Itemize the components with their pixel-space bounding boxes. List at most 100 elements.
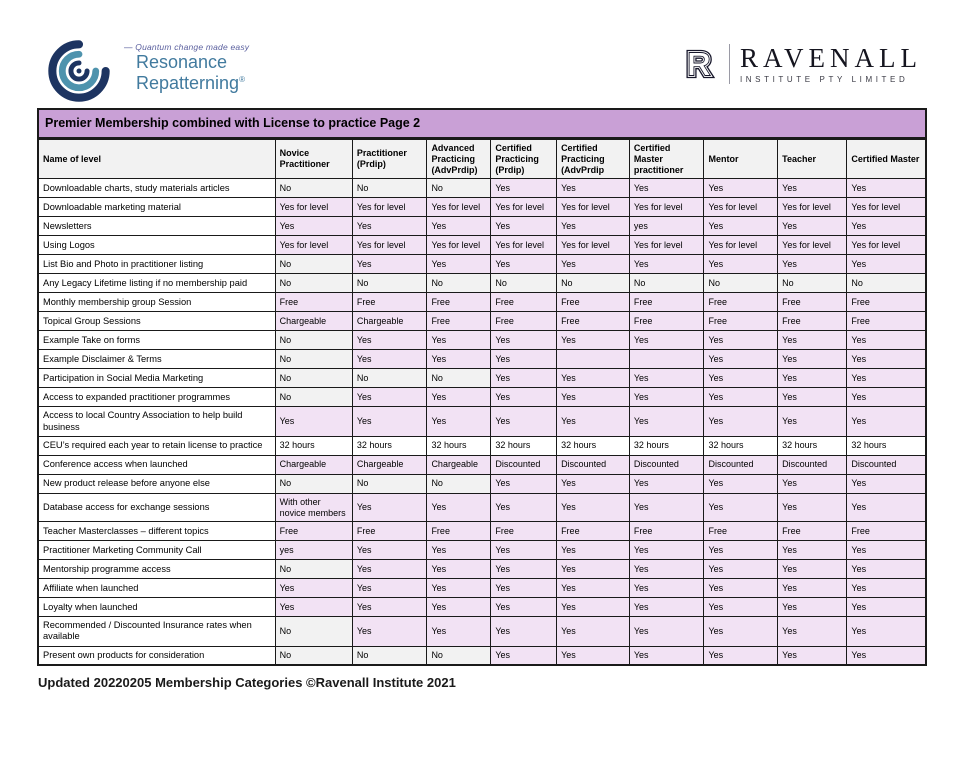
table-cell: Yes bbox=[846, 578, 927, 599]
table-cell: Yes bbox=[777, 387, 848, 408]
table-cell: No bbox=[274, 616, 353, 647]
table-cell: Yes bbox=[846, 616, 927, 647]
table-cell: Chargeable bbox=[274, 311, 353, 332]
logo-name-line1: Resonance bbox=[136, 52, 228, 72]
table-cell: Yes bbox=[703, 349, 779, 370]
table-cell: Yes bbox=[426, 540, 492, 561]
table-cell: Yes bbox=[777, 578, 848, 599]
table-cell: Yes bbox=[426, 406, 492, 437]
column-header: Certified Master practitioner bbox=[628, 138, 705, 180]
table-cell: Yes bbox=[628, 578, 705, 599]
table-cell: Yes bbox=[351, 492, 428, 523]
row-label: Topical Group Sessions bbox=[37, 311, 276, 332]
table-cell: Yes for level bbox=[426, 197, 492, 218]
table-cell: Yes bbox=[703, 559, 779, 580]
table-cell: Free bbox=[846, 311, 927, 332]
ravenall-name: RAVENALL bbox=[739, 42, 922, 73]
table-cell: Yes bbox=[777, 597, 848, 618]
table-cell: Yes bbox=[556, 473, 630, 494]
svg-text:R: R bbox=[687, 46, 711, 83]
table-cell: Yes bbox=[777, 473, 848, 494]
resonance-repatterning-logo: — Quantum change made easy Resonance Rep… bbox=[48, 40, 249, 102]
footer-note: Updated 20220205 Membership Categories ©… bbox=[38, 675, 456, 690]
table-row: CEU’s required each year to retain licen… bbox=[37, 435, 927, 456]
table-cell bbox=[628, 349, 705, 370]
table-cell: Yes bbox=[556, 387, 630, 408]
table-cell: 32 hours bbox=[846, 435, 927, 456]
membership-table: Name of level Novice Practitioner Practiti… bbox=[37, 138, 927, 667]
table-cell: Yes bbox=[490, 540, 558, 561]
row-label: Access to local Country Association to h… bbox=[37, 406, 276, 437]
table-cell: Yes bbox=[426, 387, 492, 408]
table-cell: Yes bbox=[703, 492, 779, 523]
table-row: Using Logos Yes for level Yes for level Yes… bbox=[37, 235, 927, 256]
table-title: Premier Membership combined with License… bbox=[37, 108, 927, 138]
table-cell: Free bbox=[703, 311, 779, 332]
table-row: Teacher Masterclasses – different topics… bbox=[37, 521, 927, 542]
table-cell: Yes bbox=[777, 616, 848, 647]
table-cell: Yes bbox=[556, 406, 630, 437]
table-cell: No bbox=[351, 273, 428, 294]
table-cell: Yes bbox=[703, 368, 779, 389]
row-label: Using Logos bbox=[37, 235, 276, 256]
table-row: New product release before anyone else No… bbox=[37, 473, 927, 494]
table-cell: Yes bbox=[628, 178, 705, 199]
spiral-icon bbox=[48, 40, 110, 102]
table-cell: Yes bbox=[846, 597, 927, 618]
table-cell: With other novice members bbox=[274, 492, 353, 523]
row-label: New product release before anyone else bbox=[37, 473, 276, 494]
table-cell: Yes bbox=[628, 473, 705, 494]
table-cell: No bbox=[490, 273, 558, 294]
table-cell: Yes for level bbox=[490, 235, 558, 256]
table-cell: No bbox=[274, 368, 353, 389]
table-cell: Yes bbox=[846, 473, 927, 494]
table-cell: Yes bbox=[351, 616, 428, 647]
table-cell: Yes bbox=[703, 216, 779, 237]
table-cell: Chargeable bbox=[274, 454, 353, 475]
table-cell: Yes bbox=[351, 540, 428, 561]
table-cell: Free bbox=[556, 311, 630, 332]
table-cell: Yes bbox=[490, 616, 558, 647]
table-cell: Yes bbox=[703, 406, 779, 437]
table-cell: 32 hours bbox=[556, 435, 630, 456]
table-cell: Yes for level bbox=[628, 235, 705, 256]
row-label: Downloadable marketing material bbox=[37, 197, 276, 218]
table-cell: Yes bbox=[556, 616, 630, 647]
table-cell: Free bbox=[703, 292, 779, 313]
table-cell: Yes bbox=[777, 254, 848, 275]
column-header: Certified Practicing (AdvPrdip bbox=[556, 138, 630, 180]
svg-text:R: R bbox=[687, 46, 711, 83]
table-cell: Yes bbox=[274, 406, 353, 437]
table-cell: Yes bbox=[777, 368, 848, 389]
table-row: Affiliate when launched Yes Yes Yes Yes Yes Ye… bbox=[37, 578, 927, 599]
table-cell: No bbox=[426, 178, 492, 199]
table-cell: Yes bbox=[556, 578, 630, 599]
table-cell: Yes bbox=[351, 597, 428, 618]
table-cell: Yes bbox=[846, 387, 927, 408]
table-cell: Yes bbox=[426, 559, 492, 580]
table-cell: Yes bbox=[556, 178, 630, 199]
table-cell: Yes bbox=[846, 645, 927, 666]
table-cell: Yes bbox=[490, 578, 558, 599]
table-cell: Yes bbox=[628, 492, 705, 523]
table-cell: Yes bbox=[426, 492, 492, 523]
table-cell: Yes bbox=[777, 406, 848, 437]
table-cell: Yes bbox=[777, 645, 848, 666]
table-cell: Yes bbox=[703, 597, 779, 618]
table-row: Any Legacy Lifetime listing if no member… bbox=[37, 273, 927, 294]
table-cell: Yes bbox=[628, 406, 705, 437]
row-label: Monthly membership group Session bbox=[37, 292, 276, 313]
ravenall-text-block: RAVENALL INSTITUTE PTY LIMITED bbox=[739, 42, 922, 84]
table-cell: Yes bbox=[628, 597, 705, 618]
table-cell: Yes for level bbox=[703, 197, 779, 218]
row-label: Any Legacy Lifetime listing if no member… bbox=[37, 273, 276, 294]
table-cell: Yes bbox=[703, 645, 779, 666]
table-row: Participation in Social Media Marketing N… bbox=[37, 368, 927, 389]
table-cell: Yes bbox=[628, 368, 705, 389]
table-cell: Yes bbox=[490, 406, 558, 437]
table-cell: 32 hours bbox=[490, 435, 558, 456]
table-cell: Yes bbox=[351, 216, 428, 237]
table-cell: No bbox=[777, 273, 848, 294]
row-label: Mentorship programme access bbox=[37, 559, 276, 580]
table-cell: Yes bbox=[846, 540, 927, 561]
